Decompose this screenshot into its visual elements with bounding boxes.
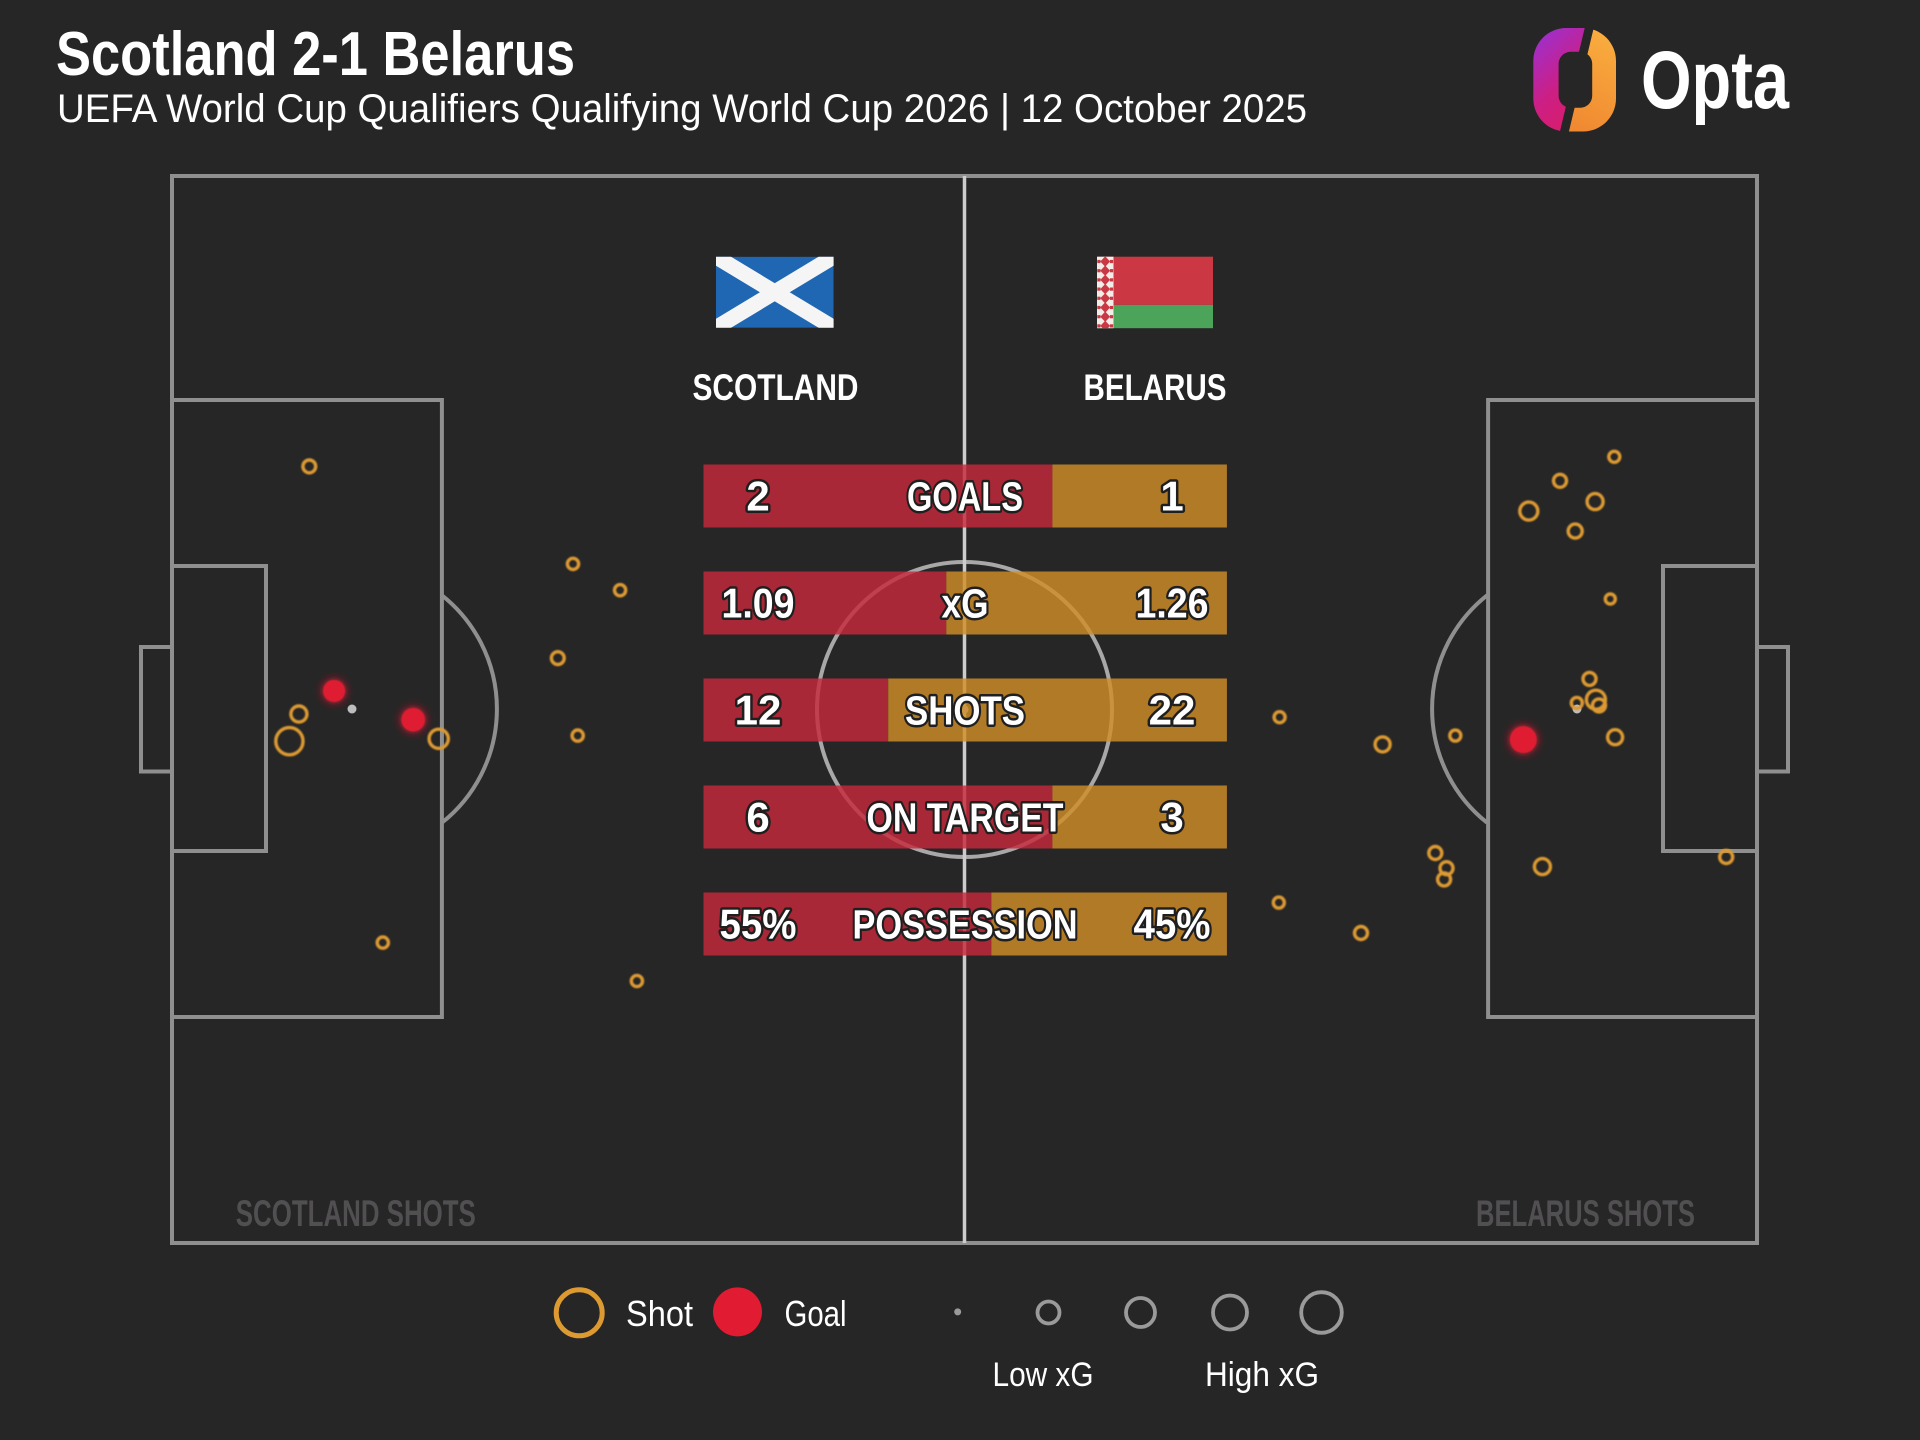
svg-text:1: 1	[1160, 473, 1183, 520]
svg-text:SHOTS: SHOTS	[905, 688, 1025, 734]
svg-text:SCOTLAND SHOTS: SCOTLAND SHOTS	[236, 1193, 476, 1234]
svg-text:UEFA World Cup Qualifiers Qual: UEFA World Cup Qualifiers Qualifying Wor…	[57, 87, 1307, 131]
svg-text:xG: xG	[942, 581, 989, 627]
svg-text:6: 6	[746, 794, 769, 841]
svg-text:High xG: High xG	[1205, 1356, 1319, 1394]
svg-text:BELARUS SHOTS: BELARUS SHOTS	[1476, 1193, 1695, 1234]
svg-text:ON TARGET: ON TARGET	[867, 795, 1064, 841]
svg-text:1.09: 1.09	[722, 580, 795, 627]
svg-text:2: 2	[746, 473, 769, 520]
svg-text:POSSESSION: POSSESSION	[853, 902, 1078, 948]
svg-text:Shot: Shot	[626, 1293, 693, 1334]
svg-text:1.26: 1.26	[1136, 580, 1209, 627]
svg-text:55%: 55%	[720, 901, 797, 948]
svg-text:12: 12	[735, 687, 782, 734]
svg-text:3: 3	[1160, 794, 1183, 841]
svg-text:SCOTLAND: SCOTLAND	[693, 367, 859, 408]
svg-text:GOALS: GOALS	[907, 474, 1023, 520]
svg-text:Opta: Opta	[1641, 35, 1790, 126]
svg-text:Scotland 2-1 Belarus: Scotland 2-1 Belarus	[56, 20, 575, 89]
svg-text:22: 22	[1149, 687, 1196, 734]
svg-text:45%: 45%	[1134, 901, 1211, 948]
svg-text:BELARUS: BELARUS	[1084, 367, 1227, 408]
svg-text:Low xG: Low xG	[993, 1356, 1094, 1394]
svg-text:Goal: Goal	[785, 1293, 847, 1334]
